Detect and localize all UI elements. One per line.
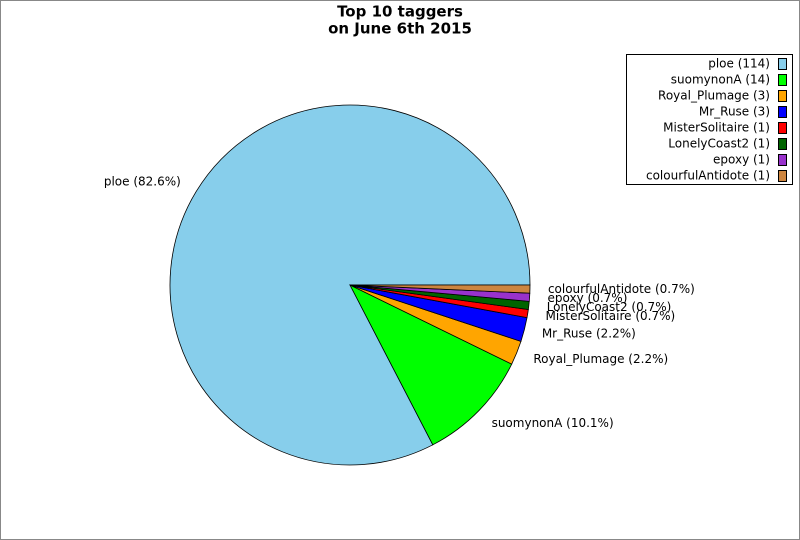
legend-label: colourfulAntidote (1): [646, 169, 770, 183]
legend-label: suomynonA (14): [671, 73, 770, 87]
legend-swatch: [778, 74, 787, 86]
legend-swatch: [778, 154, 787, 166]
legend-label: ploe (114): [708, 57, 770, 71]
chart-title: Top 10 taggers: [337, 3, 463, 21]
slice-label: suomynonA (10.1%): [492, 416, 614, 430]
slice-label: colourfulAntidote (0.7%): [548, 282, 695, 296]
slice-label: ploe (82.6%): [104, 175, 181, 189]
legend-label: Royal_Plumage (3): [658, 89, 770, 103]
slice-label: Mr_Ruse (2.2%): [542, 327, 636, 341]
legend-label: LonelyCoast2 (1): [668, 137, 770, 151]
slice-label: Royal_Plumage (2.2%): [533, 352, 668, 366]
legend-label: epoxy (1): [713, 153, 770, 167]
slice-label: epoxy (0.7%): [548, 291, 628, 305]
legend-swatch: [778, 122, 787, 134]
legend-swatch: [778, 170, 787, 182]
chart-subtitle: on June 6th 2015: [328, 20, 472, 38]
legend-label: MisterSolitaire (1): [663, 121, 770, 135]
slice-label: LonelyCoast2 (0.7%): [547, 300, 672, 314]
slice-label: MisterSolitaire (0.7%): [545, 309, 675, 323]
pie-slice: [349, 284, 513, 446]
legend-box: [626, 54, 793, 185]
legend-swatch: [778, 138, 787, 150]
pie-slice: [349, 284, 531, 294]
legend-label: Mr_Ruse (3): [699, 105, 770, 119]
legend-swatch: [778, 90, 787, 102]
legend-swatch: [778, 106, 787, 118]
legend-swatch: [778, 58, 787, 70]
